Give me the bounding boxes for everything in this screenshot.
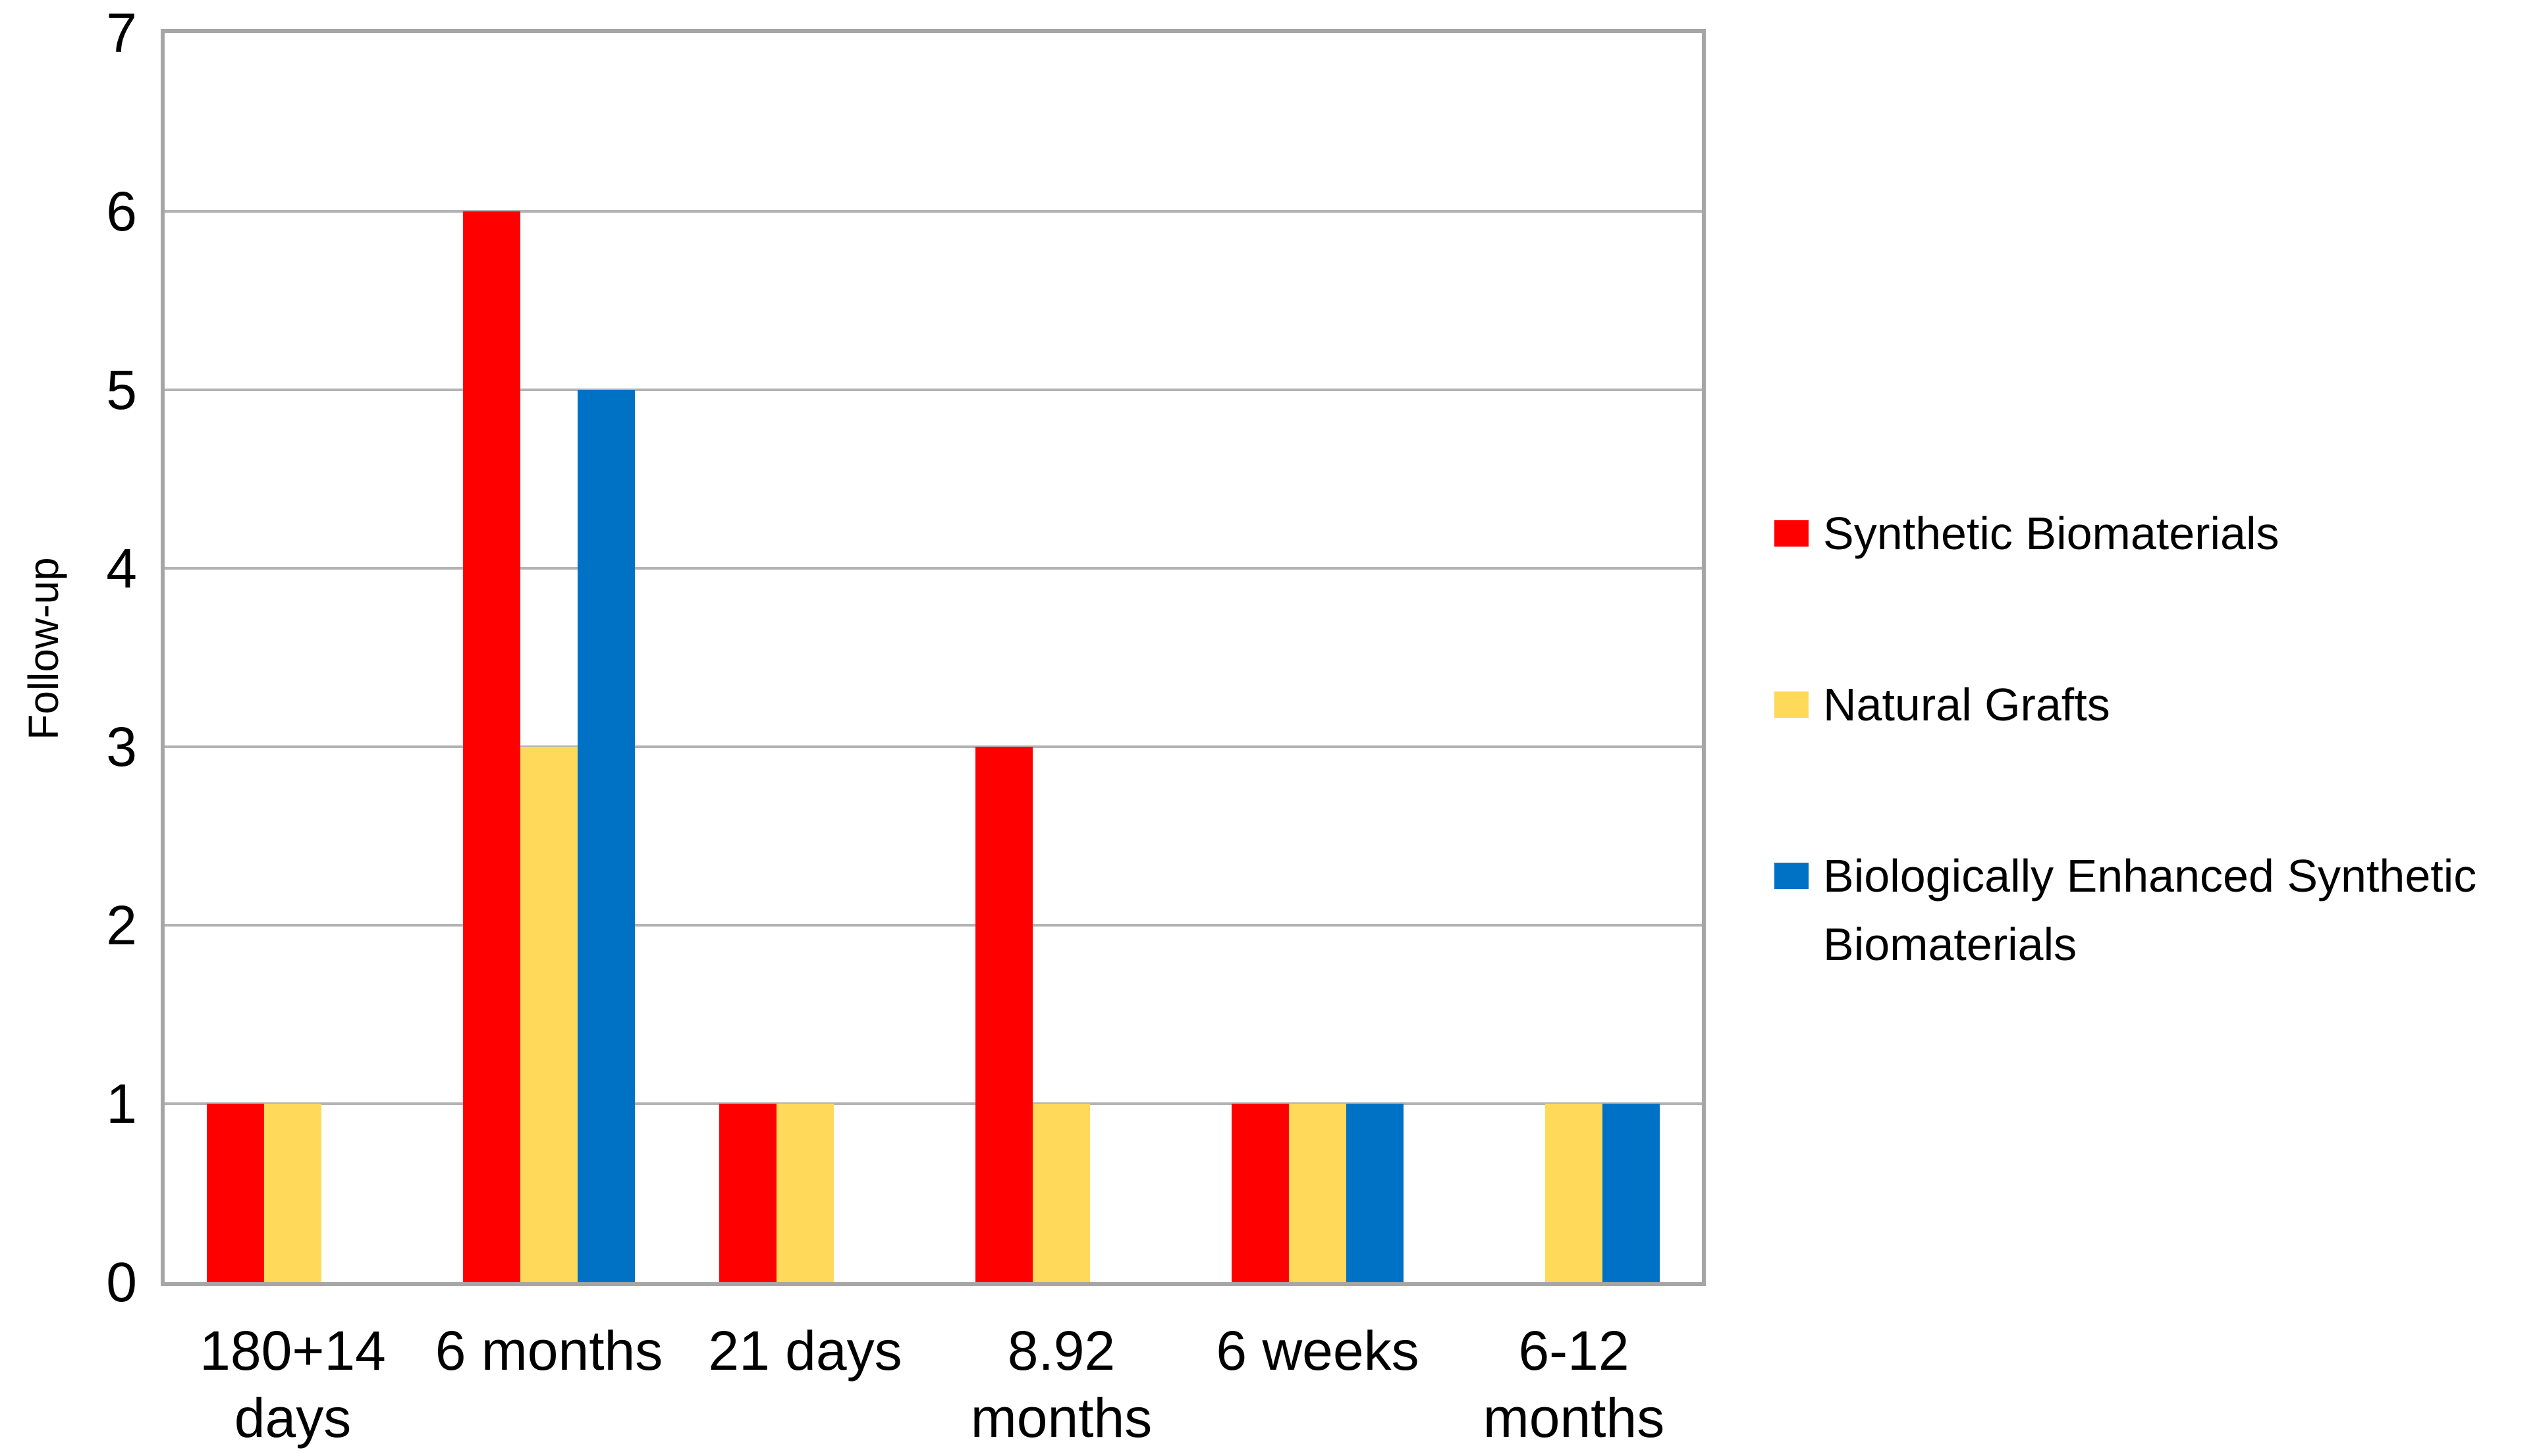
x-tick-label: 6 weeks	[1216, 1320, 1419, 1382]
legend-item: Synthetic Biomaterials	[1774, 499, 2280, 568]
x-tick-label: 6 months	[435, 1320, 663, 1382]
bar	[1289, 1104, 1346, 1282]
y-gridline	[165, 210, 1702, 213]
bar	[1545, 1104, 1602, 1282]
bar	[777, 1104, 834, 1282]
bar	[1033, 1104, 1090, 1282]
y-tick-label: 5	[106, 359, 137, 421]
y-tick-label: 6	[106, 180, 137, 242]
x-tick-label: 21 days	[708, 1320, 902, 1382]
legend-item: Natural Grafts	[1774, 670, 2110, 739]
bar	[207, 1104, 264, 1282]
y-gridline	[165, 1102, 1702, 1105]
legend-swatch	[1774, 863, 1809, 889]
legend-swatch	[1774, 691, 1809, 718]
x-tick-label: 8.92 months	[970, 1320, 1153, 1449]
bar	[578, 390, 635, 1282]
y-tick-label: 1	[106, 1073, 137, 1135]
bar	[1602, 1104, 1660, 1282]
y-gridline	[165, 924, 1702, 927]
legend-swatch	[1774, 520, 1809, 547]
y-gridline	[165, 389, 1702, 391]
y-tick-label: 7	[106, 2, 137, 64]
x-tick-label: 180+14 days	[200, 1320, 386, 1449]
y-tick-label: 0	[106, 1251, 137, 1313]
plot-area	[161, 29, 1706, 1286]
y-gridline	[165, 567, 1702, 570]
legend-label: Biologically Enhanced Synthetic Biomater…	[1823, 850, 2477, 970]
y-tick-label: 4	[106, 537, 137, 599]
x-tick-label: 6-12 months	[1483, 1320, 1665, 1449]
bar	[1232, 1104, 1289, 1282]
bar	[1346, 1104, 1404, 1282]
bar	[719, 1104, 777, 1282]
y-tick-label: 3	[106, 716, 137, 778]
bar	[520, 747, 578, 1282]
bar	[264, 1104, 321, 1282]
y-gridline	[165, 745, 1702, 748]
bar	[463, 211, 520, 1282]
bar	[975, 747, 1033, 1282]
legend-label: Natural Grafts	[1823, 679, 2110, 730]
legend-item: Biologically Enhanced Synthetic Biomater…	[1774, 842, 2539, 979]
legend-label: Synthetic Biomaterials	[1823, 508, 2280, 559]
y-tick-label: 2	[106, 894, 137, 956]
